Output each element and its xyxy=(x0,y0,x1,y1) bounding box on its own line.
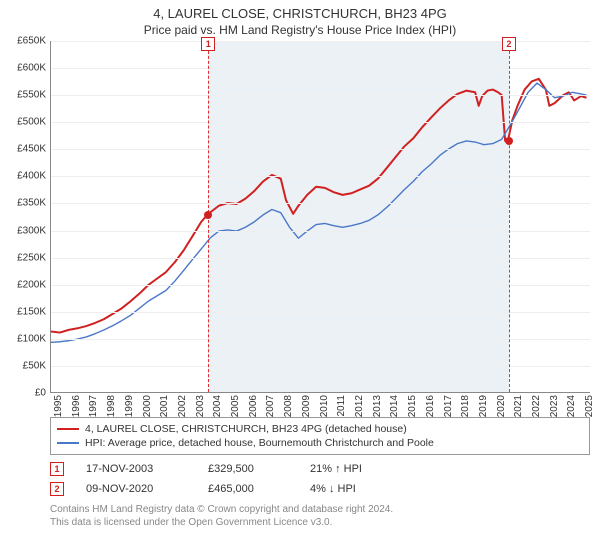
event-number-box: 2 xyxy=(50,482,64,496)
y-tick-label: £200K xyxy=(17,279,46,290)
x-tick-label: 2020 xyxy=(496,395,507,417)
legend-swatch xyxy=(57,428,79,430)
x-tick-label: 2005 xyxy=(230,395,241,417)
x-tick-label: 1995 xyxy=(53,395,64,417)
event-hpi: 4% ↓ HPI xyxy=(310,483,356,495)
x-tick-label: 2013 xyxy=(372,395,383,417)
chart-container: 4, LAUREL CLOSE, CHRISTCHURCH, BH23 4PG … xyxy=(0,0,600,560)
event-marker-1: 1 xyxy=(201,37,215,51)
event-date: 09-NOV-2020 xyxy=(86,483,186,495)
legend-label: 4, LAUREL CLOSE, CHRISTCHURCH, BH23 4PG … xyxy=(85,423,407,435)
y-tick-label: £50K xyxy=(23,360,46,371)
event-table: 1 17-NOV-2003 £329,500 21% ↑ HPI 2 09-NOV-202… xyxy=(50,459,590,499)
series-price_paid xyxy=(51,79,587,333)
x-tick-label: 2023 xyxy=(549,395,560,417)
x-tick-label: 2019 xyxy=(478,395,489,417)
x-tick-label: 2021 xyxy=(513,395,524,417)
x-tick-label: 2007 xyxy=(265,395,276,417)
plot-region: 12 xyxy=(50,41,590,393)
legend-swatch xyxy=(57,442,79,444)
event-number-box: 1 xyxy=(50,462,64,476)
x-tick-label: 2004 xyxy=(212,395,223,417)
y-tick-label: £500K xyxy=(17,117,46,128)
event-hpi: 21% ↑ HPI xyxy=(310,463,362,475)
legend-item: 4, LAUREL CLOSE, CHRISTCHURCH, BH23 4PG … xyxy=(57,422,583,436)
x-tick-label: 2003 xyxy=(195,395,206,417)
event-row: 2 09-NOV-2020 £465,000 4% ↓ HPI xyxy=(50,479,590,499)
y-tick-label: £300K xyxy=(17,225,46,236)
y-tick-label: £550K xyxy=(17,90,46,101)
x-tick-label: 1999 xyxy=(124,395,135,417)
x-tick-label: 2014 xyxy=(389,395,400,417)
x-axis: 1995199619971998199920002001200220032004… xyxy=(50,393,590,411)
x-tick-label: 2006 xyxy=(248,395,259,417)
x-tick-label: 1996 xyxy=(71,395,82,417)
x-tick-label: 2008 xyxy=(283,395,294,417)
y-tick-label: £600K xyxy=(17,63,46,74)
footer-line-2: This data is licensed under the Open Gov… xyxy=(50,516,590,529)
x-tick-label: 2016 xyxy=(425,395,436,417)
event-vline xyxy=(509,41,510,392)
event-price: £329,500 xyxy=(208,463,288,475)
x-tick-label: 2017 xyxy=(443,395,454,417)
event-dot xyxy=(505,137,513,145)
y-tick-label: £650K xyxy=(17,36,46,47)
x-tick-label: 1997 xyxy=(88,395,99,417)
legend: 4, LAUREL CLOSE, CHRISTCHURCH, BH23 4PG … xyxy=(50,417,590,455)
x-tick-label: 1998 xyxy=(106,395,117,417)
event-row: 1 17-NOV-2003 £329,500 21% ↑ HPI xyxy=(50,459,590,479)
legend-item: HPI: Average price, detached house, Bour… xyxy=(57,436,583,450)
x-tick-label: 2024 xyxy=(566,395,577,417)
y-tick-label: £400K xyxy=(17,171,46,182)
x-tick-label: 2025 xyxy=(584,395,595,417)
x-tick-label: 2018 xyxy=(460,395,471,417)
footer-line-1: Contains HM Land Registry data © Crown c… xyxy=(50,503,590,516)
legend-label: HPI: Average price, detached house, Bour… xyxy=(85,437,434,449)
chart-title: 4, LAUREL CLOSE, CHRISTCHURCH, BH23 4PG xyxy=(0,0,600,21)
x-tick-label: 2022 xyxy=(531,395,542,417)
y-tick-label: £100K xyxy=(17,333,46,344)
y-tick-label: £450K xyxy=(17,144,46,155)
event-dot xyxy=(204,211,212,219)
x-tick-label: 2009 xyxy=(301,395,312,417)
y-axis: £0 £50K £100K £150K £200K £250K £300K £350K £400… xyxy=(0,41,48,411)
event-marker-2: 2 xyxy=(502,37,516,51)
y-tick-label: £350K xyxy=(17,198,46,209)
x-tick-label: 2001 xyxy=(159,395,170,417)
y-tick-label: £250K xyxy=(17,252,46,263)
x-tick-label: 2010 xyxy=(319,395,330,417)
footer: Contains HM Land Registry data © Crown c… xyxy=(50,503,590,529)
event-price: £465,000 xyxy=(208,483,288,495)
x-tick-label: 2012 xyxy=(354,395,365,417)
x-tick-label: 2000 xyxy=(142,395,153,417)
x-tick-label: 2011 xyxy=(336,395,347,417)
event-date: 17-NOV-2003 xyxy=(86,463,186,475)
chart-area: £0£50K£100K£150K£200K£250K£300K£350K£400… xyxy=(50,41,590,411)
y-tick-label: £0 xyxy=(35,388,46,399)
x-tick-label: 2002 xyxy=(177,395,188,417)
x-tick-label: 2015 xyxy=(407,395,418,417)
y-tick-label: £150K xyxy=(17,306,46,317)
